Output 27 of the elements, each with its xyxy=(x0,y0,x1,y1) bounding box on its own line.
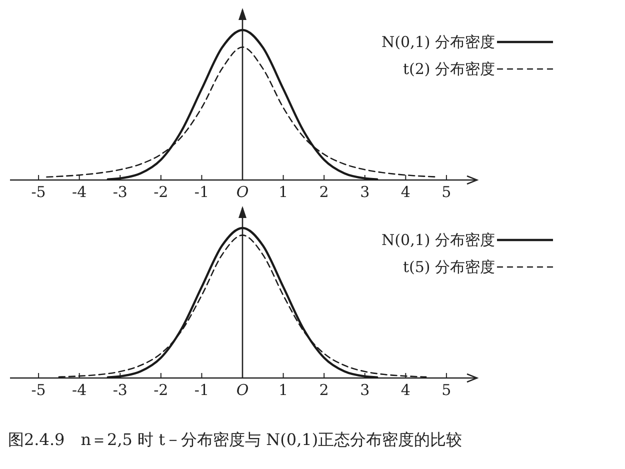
x-tick-label: -3 xyxy=(112,381,128,399)
x-tick-label: 3 xyxy=(360,381,370,399)
x-tick-label: 4 xyxy=(400,183,410,201)
x-tick-label: -2 xyxy=(154,183,168,201)
x-tick-label: 4 xyxy=(400,381,410,399)
x-tick-label: -3 xyxy=(112,183,128,201)
x-tick-label: 1 xyxy=(278,183,288,201)
caption: 图2.4.9 n＝2,5 时 t－分布密度与 N(0,1)正态分布密度的比较 xyxy=(8,430,462,449)
x-tick-label: 2 xyxy=(319,183,329,201)
legend-label: N(0,1) 分布密度 xyxy=(382,231,495,249)
x-tick-label: O xyxy=(236,381,249,399)
x-tick-label: 2 xyxy=(319,381,329,399)
x-tick-label: -5 xyxy=(31,183,46,201)
x-tick-label: -1 xyxy=(194,183,210,201)
x-tick-label: -4 xyxy=(72,381,87,399)
legend-label: t(2) 分布密度 xyxy=(402,60,495,78)
x-tick-label: -2 xyxy=(154,381,168,399)
x-tick-label: 1 xyxy=(278,381,288,399)
x-tick-label: 5 xyxy=(442,381,452,399)
x-tick-label: -4 xyxy=(72,183,87,201)
x-tick-label: -1 xyxy=(194,381,210,399)
x-tick-label: O xyxy=(236,183,249,201)
legend-label: t(5) 分布密度 xyxy=(402,258,495,276)
x-tick-label: 5 xyxy=(442,183,452,201)
x-tick-label: 3 xyxy=(360,183,370,201)
x-tick-label: -5 xyxy=(31,381,46,399)
legend-label: N(0,1) 分布密度 xyxy=(382,33,495,51)
